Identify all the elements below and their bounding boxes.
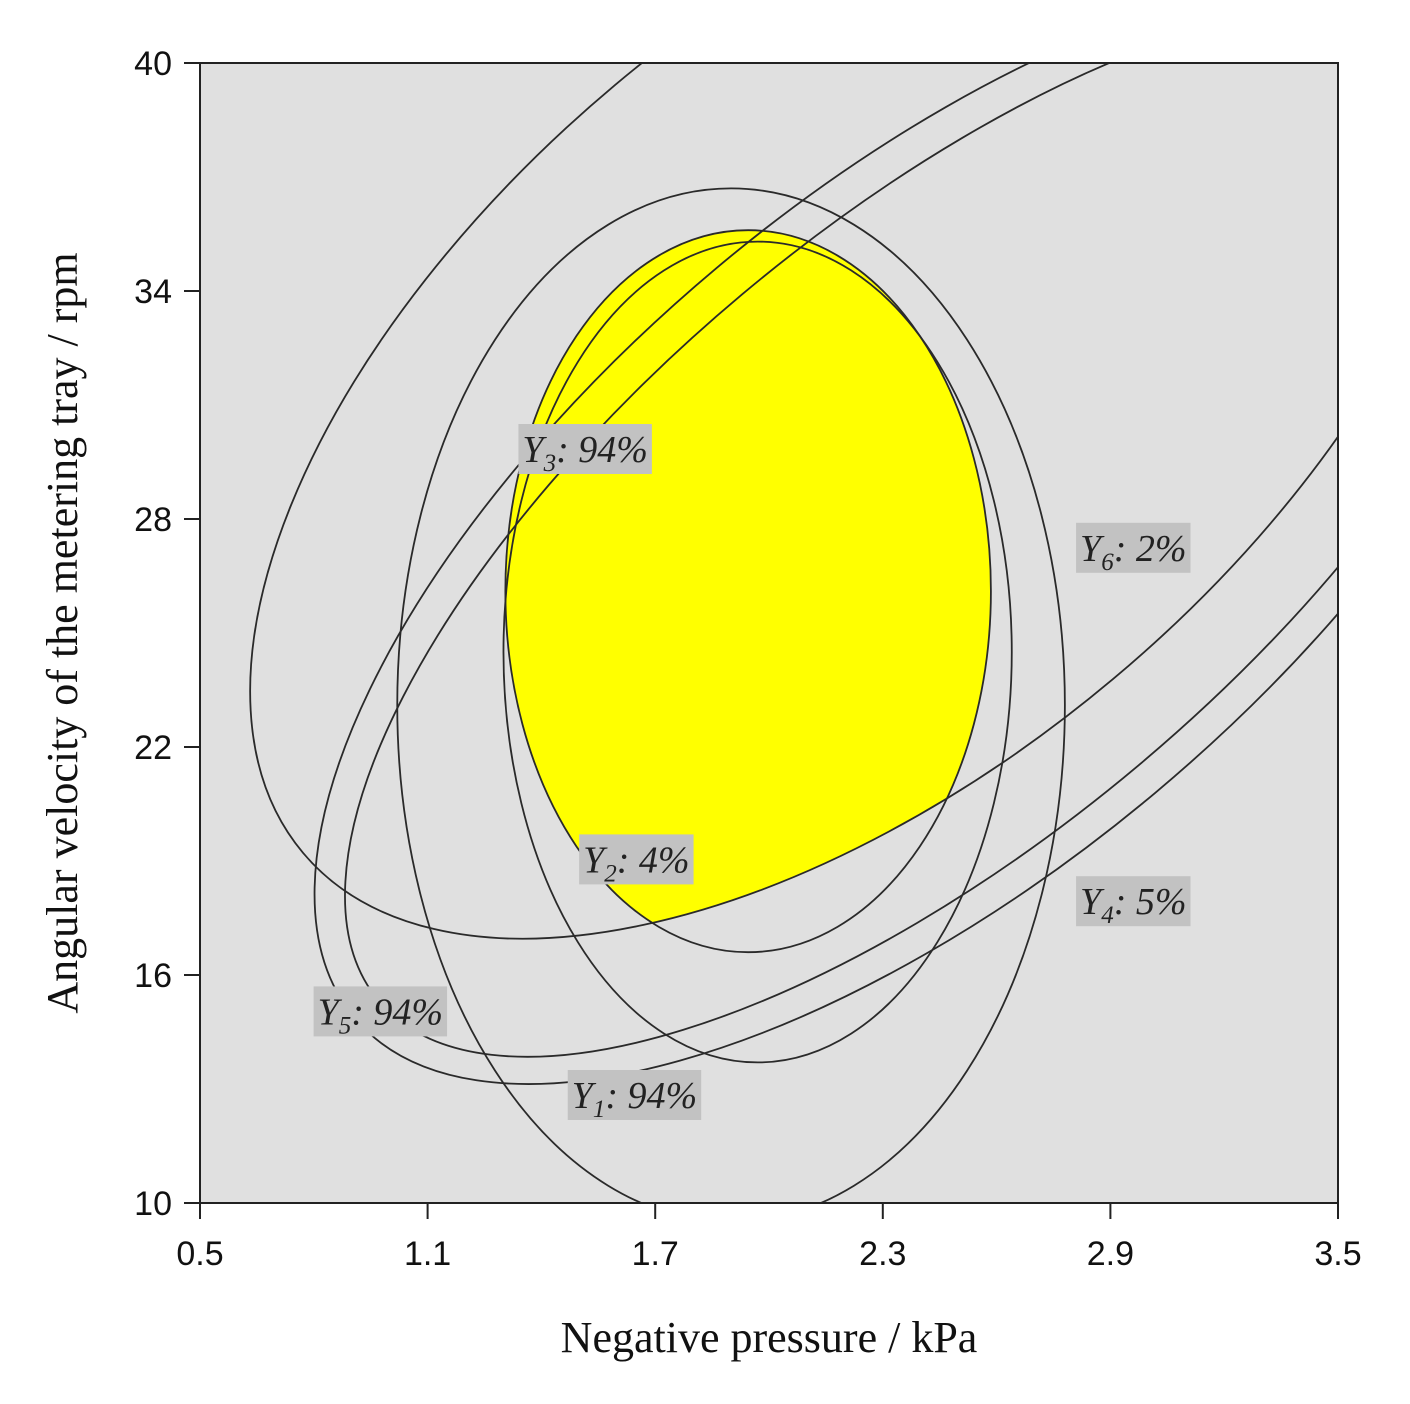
x-tick-label: 2.3 <box>859 1235 906 1273</box>
contour-label-y6: Y6: 2% <box>1076 522 1191 576</box>
x-axis-title: Negative pressure / kPa <box>561 1313 978 1362</box>
contour-label-text: Y4: 5% <box>1080 881 1186 929</box>
contour-label-y5: Y5: 94% <box>313 986 448 1039</box>
x-tick-label: 0.5 <box>176 1235 223 1273</box>
y-axis-title: Angular velocity of the metering tray / … <box>38 252 87 1013</box>
contour-label-y4: Y4: 5% <box>1076 876 1191 929</box>
y-tick-label: 34 <box>134 273 172 311</box>
y-tick-label: 28 <box>134 501 172 539</box>
y-tick-label: 22 <box>134 729 172 767</box>
y-tick-label: 40 <box>134 45 172 83</box>
x-tick-label: 2.9 <box>1087 1235 1134 1273</box>
x-tick-label: 3.5 <box>1314 1235 1361 1273</box>
contour-y1 <box>502 240 1013 1064</box>
contour-label-bg <box>1076 876 1191 927</box>
optimal-region <box>505 230 991 953</box>
y-tick-label: 10 <box>134 1185 172 1223</box>
contour-y3 <box>504 229 992 954</box>
contour-label-y2: Y2: 4% <box>579 834 694 887</box>
contour-y5 <box>396 187 1066 1203</box>
x-tick-label: 1.7 <box>632 1235 679 1273</box>
contour-label-text: Y2: 4% <box>583 839 689 887</box>
contour-label-text: Y6: 2% <box>1080 528 1186 576</box>
contour-label-text: Y1: 94% <box>572 1075 697 1123</box>
contour-label-bg <box>313 986 448 1037</box>
contour-label-y3: Y3: 94% <box>518 424 652 477</box>
contour-label-bg <box>579 834 694 885</box>
contour-y6 <box>249 63 1338 940</box>
y-tick-label: 16 <box>134 957 172 995</box>
contour-label-y1: Y1: 94% <box>567 1070 702 1123</box>
contour-label-text: Y3: 94% <box>522 429 647 477</box>
contour-label-bg <box>1076 522 1191 573</box>
contour-label-bg <box>567 1070 702 1120</box>
x-tick-label: 1.1 <box>404 1235 451 1273</box>
contour-label-bg <box>518 424 652 474</box>
plot-frame <box>199 62 1339 1204</box>
contour-label-text: Y5: 94% <box>318 991 443 1039</box>
